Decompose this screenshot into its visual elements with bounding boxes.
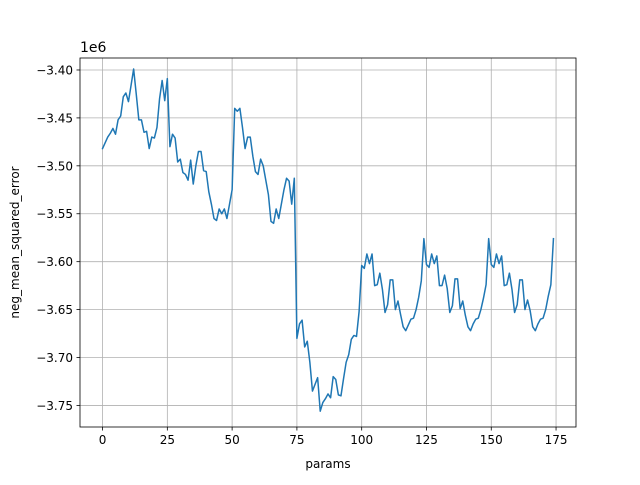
x-tick-label: 75 bbox=[289, 433, 304, 447]
x-tick-label: 50 bbox=[224, 433, 239, 447]
y-tick-label: −3.65 bbox=[36, 303, 73, 317]
x-tick-label: 25 bbox=[160, 433, 175, 447]
y-tick-label: −3.75 bbox=[36, 399, 73, 413]
x-axis-label: params bbox=[305, 457, 350, 471]
grid-lines bbox=[80, 58, 576, 427]
x-tick-label: 0 bbox=[99, 433, 107, 447]
plot-area-frame bbox=[79, 57, 577, 428]
y-tick-label: −3.55 bbox=[36, 207, 73, 221]
x-tick-label: 150 bbox=[480, 433, 503, 447]
y-axis-label: neg_mean_squared_error bbox=[8, 166, 22, 318]
axis-ticks: 0 25 50 75 100 125 150 175 −3.75 −3.70 −3.65 −3.60 −… bbox=[36, 63, 567, 447]
x-tick-label: 175 bbox=[545, 433, 568, 447]
y-tick-label: −3.60 bbox=[36, 255, 73, 269]
x-tick-label: 125 bbox=[415, 433, 438, 447]
series-layer bbox=[101, 68, 555, 412]
y-offset-label: 1e6 bbox=[80, 40, 107, 56]
x-tick-label: 100 bbox=[350, 433, 373, 447]
y-tick-label: −3.45 bbox=[36, 111, 73, 125]
series-line bbox=[101, 68, 555, 412]
y-tick-label: −3.50 bbox=[36, 159, 73, 173]
y-tick-label: −3.70 bbox=[36, 351, 73, 365]
y-tick-label: −3.40 bbox=[36, 63, 73, 77]
